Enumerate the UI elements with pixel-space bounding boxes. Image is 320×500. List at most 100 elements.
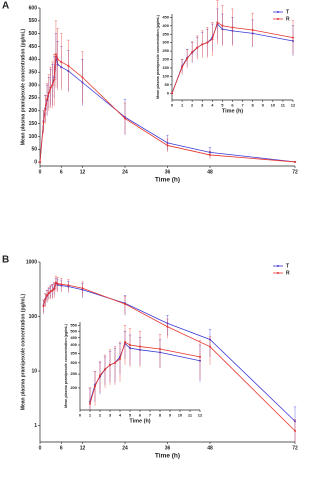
y-tick-label: 450	[70, 335, 77, 340]
data-point	[54, 53, 57, 56]
y-tick-label: 250	[162, 48, 169, 53]
y-tick-label: 10	[31, 368, 37, 374]
y-tick-label: 200	[162, 57, 169, 62]
x-tick-label: 11	[281, 102, 286, 107]
series-line	[89, 342, 201, 402]
data-point	[139, 345, 141, 348]
data-point	[94, 385, 96, 388]
data-point	[67, 284, 70, 287]
x-tick-label: 5	[129, 412, 132, 417]
data-point	[231, 26, 234, 29]
y-tick-label: 1	[34, 423, 37, 429]
y-tick-label: 400	[162, 23, 169, 28]
x-tick-label: 6	[231, 102, 234, 107]
x-tick-label: 48	[207, 169, 213, 175]
data-point	[294, 160, 296, 163]
data-point	[209, 153, 211, 156]
y-tick-label: 250	[29, 95, 38, 101]
y-axis-label: Mean plasma pramipexole concentration (p…	[156, 14, 160, 98]
x-tick-label: 10	[271, 102, 276, 107]
y-tick-label: 400	[29, 57, 38, 63]
y-axis-label: Mean plasma pramipexole concentration (p…	[20, 28, 26, 145]
legend-label: T	[286, 263, 289, 269]
data-point	[47, 292, 50, 295]
data-point	[124, 340, 126, 343]
data-point	[81, 76, 84, 79]
x-tick-label: 9	[169, 412, 172, 417]
data-point	[181, 66, 184, 69]
x-tick-label: 24	[122, 169, 128, 175]
data-point	[199, 355, 201, 358]
data-point	[46, 98, 49, 101]
panel-label: B	[2, 255, 9, 266]
x-tick-label: 5	[221, 102, 224, 107]
data-point	[44, 108, 47, 111]
data-point	[209, 345, 211, 348]
data-point	[251, 29, 254, 32]
x-tick-label: 36	[165, 169, 171, 175]
data-point	[159, 347, 161, 350]
x-tick-label: 1	[89, 412, 92, 417]
data-point	[104, 368, 106, 371]
x-tick-label: 12	[80, 445, 86, 451]
data-point	[129, 344, 131, 347]
y-tick-label: 550	[70, 322, 77, 327]
data-point	[81, 287, 84, 290]
data-point	[39, 161, 41, 164]
x-tick-label: 6	[60, 169, 63, 175]
x-tick-label: 2	[99, 412, 102, 417]
legend-label: T	[286, 9, 289, 15]
x-tick-label: 6	[139, 412, 142, 417]
x-tick-label: 8	[159, 412, 162, 417]
y-tick-label: 500	[29, 31, 38, 37]
data-point	[67, 64, 70, 67]
series-line	[43, 282, 296, 422]
x-tick-label: 10	[178, 412, 183, 417]
x-tick-label: 72	[292, 445, 298, 451]
data-point	[49, 86, 52, 89]
x-axis-label: Time (h)	[155, 177, 180, 184]
legend-marker	[277, 265, 279, 267]
x-tick-label: 12	[291, 102, 296, 107]
y-tick-label: 300	[70, 360, 77, 365]
x-tick-label: 0	[79, 412, 82, 417]
x-tick-label: 72	[292, 169, 298, 175]
x-tick-label: 11	[188, 412, 193, 417]
x-tick-label: 12	[80, 169, 86, 175]
data-point	[221, 24, 224, 27]
data-point	[51, 84, 54, 87]
legend-label: R	[286, 16, 290, 22]
data-point	[56, 282, 59, 285]
data-point	[89, 402, 91, 405]
legend-marker	[277, 18, 279, 20]
x-tick-label: 6	[60, 445, 63, 451]
y-tick-label: 100	[29, 314, 38, 320]
x-axis-label: Time (h)	[155, 453, 180, 460]
x-tick-label: 0	[39, 169, 42, 175]
data-point	[60, 283, 63, 286]
data-point	[60, 60, 63, 63]
y-tick-label: 100	[162, 73, 169, 78]
y-tick-label: 150	[29, 121, 38, 127]
y-axis-label: Mean plasma pramipexole concentration (p…	[64, 323, 68, 407]
x-tick-label: 12	[198, 412, 203, 417]
data-point	[54, 281, 57, 284]
y-tick-label: 250	[70, 371, 77, 376]
series-line	[43, 281, 296, 432]
x-axis-label: Time (h)	[129, 419, 150, 425]
y-tick-label: 100	[29, 134, 38, 140]
y-tick-label: 50	[31, 147, 37, 153]
legend-label: R	[286, 270, 290, 276]
x-tick-label: 3	[109, 412, 112, 417]
y-tick-label: 150	[162, 65, 169, 70]
data-point	[124, 117, 126, 120]
x-tick-label: 36	[165, 445, 171, 451]
data-point	[114, 361, 116, 364]
data-point	[42, 121, 45, 124]
data-point	[99, 374, 101, 377]
data-point	[166, 144, 169, 147]
y-tick-label: 300	[162, 40, 169, 45]
x-tick-label: 8	[252, 102, 255, 107]
y-tick-label: 50	[165, 82, 170, 87]
